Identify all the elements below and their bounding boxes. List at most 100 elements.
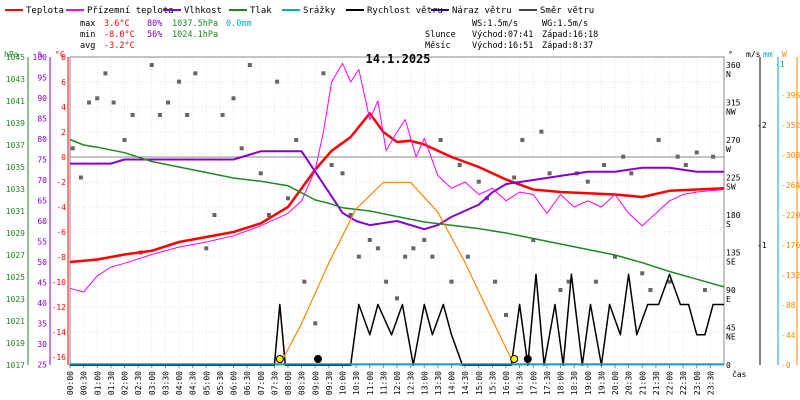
temp-tick-label: -6	[56, 228, 66, 237]
solar-tick-label: -44	[781, 331, 796, 340]
solar-tick-label: -0	[781, 361, 791, 370]
direction-tick-label: 225	[726, 174, 741, 183]
direction-compass-label: S	[726, 220, 731, 229]
time-tick-label: 16:00	[502, 371, 511, 395]
wind-direction-marker	[520, 138, 525, 142]
humidity-tick-label: 35	[37, 320, 47, 329]
axis-titles: hPa % °C ° m/s mm W čas	[4, 50, 787, 379]
wind-direction-marker	[547, 171, 552, 176]
time-tick-label: 02:00	[121, 371, 130, 395]
temp-tick-label: -10	[52, 278, 67, 287]
wind-direction-marker	[177, 79, 181, 84]
stat-moon-set: Západ:8:37	[542, 41, 593, 51]
time-tick-label: 06:30	[243, 371, 252, 395]
pressure-tick-label: 1027	[6, 251, 25, 260]
stat-max-temp: 3.6°C	[104, 19, 130, 29]
time-tick-label: 03:30	[161, 371, 170, 395]
humidity-tick-label: 50	[37, 258, 47, 267]
wind-direction-marker	[702, 288, 707, 292]
humidity-tick-label: 55	[37, 238, 47, 247]
wind-direction-marker	[294, 138, 299, 142]
axis-title-time: čas	[732, 369, 747, 379]
temp-tick-label: -2	[56, 178, 66, 187]
time-tick-label: 09:00	[311, 371, 320, 395]
stat-moon-label: Měsíc	[425, 41, 451, 51]
solar-tick-label: -132	[781, 271, 800, 280]
humidity-tick-label: 75	[37, 156, 47, 165]
time-tick-label: 19:30	[597, 371, 606, 395]
solar-tick-label: -220	[781, 211, 800, 220]
humidity-tick-label: 85	[37, 115, 47, 124]
wind-direction-marker	[667, 279, 672, 284]
stats-block: max 3.6°C 80% 1037.5hPa 0.0mm min -8.0°C…	[80, 19, 598, 51]
wind-direction-marker	[411, 246, 416, 251]
time-tick-label: 18:30	[570, 371, 579, 395]
time-tick-label: 23:30	[706, 371, 715, 395]
wind-direction-marker	[348, 213, 353, 217]
time-tick-label: 05:00	[202, 371, 211, 395]
time-tick-label: 09:30	[325, 371, 334, 395]
humidity-tick-label: 40	[37, 299, 47, 308]
pressure-tick-label: 1033	[6, 185, 25, 194]
pressure-tick-label: 1025	[6, 273, 25, 282]
stat-avg-temp: -3.2°C	[104, 41, 135, 51]
wind-direction-marker	[185, 113, 190, 117]
time-tick-label: 19:00	[584, 371, 593, 395]
humidity-tick-label: 60	[37, 217, 47, 226]
stat-min-label: min	[80, 30, 95, 40]
wind-direction-marker	[504, 313, 508, 317]
axis-title-pct: %	[38, 50, 43, 59]
wind-direction-marker	[531, 238, 536, 242]
wind-direction-marker	[166, 100, 171, 105]
stat-sun-set: Západ:16:18	[542, 30, 598, 40]
wind-direction-marker	[329, 163, 334, 167]
humidity-tick-label: 45	[37, 279, 47, 288]
wind-direction-marker	[111, 100, 116, 105]
temp-tick-label: 8	[61, 53, 66, 62]
series-line-vlhkost	[70, 150, 724, 231]
wind-direction-marker	[286, 196, 290, 201]
wind-direction-marker	[266, 213, 271, 217]
time-tick-label: 07:00	[257, 371, 266, 395]
pressure-tick-label: 1037	[6, 141, 25, 150]
wind-direction-marker	[640, 271, 645, 276]
wind-direction-marker	[157, 113, 162, 117]
humidity-tick-label: 95	[37, 74, 47, 83]
direction-tick-label: 270	[726, 136, 741, 145]
wind-direction-marker	[130, 113, 135, 117]
pressure-tick-label: 1045	[6, 53, 25, 62]
pressure-tick-label: 1019	[6, 339, 25, 348]
time-tick-label: 21:30	[652, 371, 661, 395]
time-tick-label: 06:00	[230, 371, 239, 395]
wind-direction-marker	[656, 138, 661, 142]
wind-direction-marker	[103, 71, 108, 76]
temp-tick-label: -14	[52, 328, 67, 337]
wind-direction-marker	[258, 171, 263, 176]
plot-frame	[69, 56, 725, 366]
direction-tick-label: 180	[726, 211, 741, 220]
wind-direction-marker	[558, 288, 563, 292]
wind-direction-marker	[340, 171, 345, 176]
stat-max-hum: 80%	[147, 19, 162, 29]
wind-direction-marker	[683, 163, 688, 167]
wind-direction-marker	[395, 296, 399, 301]
wind-direction-marker	[539, 129, 544, 134]
time-tick-label: 15:00	[475, 371, 484, 395]
axis-title-deg: °	[728, 50, 733, 59]
wind-direction-marker	[593, 279, 598, 284]
time-tick-label: 08:00	[284, 371, 293, 395]
solar-tick-label: -264	[781, 181, 800, 190]
legend-tlak: Tlak	[250, 6, 272, 16]
wind-direction-marker	[602, 163, 607, 167]
time-tick-label: 01:00	[93, 371, 102, 395]
time-tick-label: 22:30	[679, 371, 688, 395]
humidity-tick-label: 30	[37, 340, 47, 349]
time-tick-label: 17:30	[543, 371, 552, 395]
humidity-tick-label: 80	[37, 135, 47, 144]
time-tick-label: 10:00	[339, 371, 348, 395]
legend-srazky: Srážky	[303, 6, 336, 16]
direction-compass-label: NW	[726, 108, 736, 117]
series-line-slune-n-svit	[279, 181, 515, 366]
wind-direction-marker	[375, 246, 380, 251]
wind-direction-marker	[675, 154, 680, 159]
